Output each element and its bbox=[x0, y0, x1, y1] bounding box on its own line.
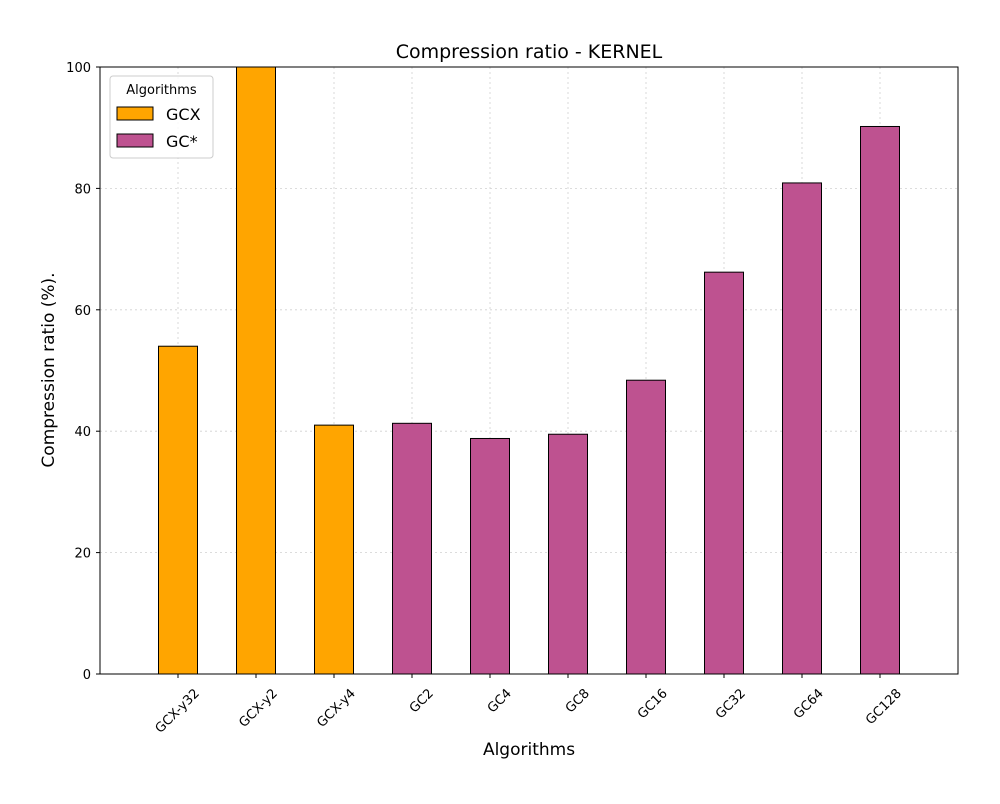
x-axis-label: Algorithms bbox=[483, 740, 575, 760]
y-tick-label: 80 bbox=[74, 182, 91, 197]
bar-gc16 bbox=[626, 379, 666, 675]
bar-gc128 bbox=[860, 125, 900, 675]
bar-gc32 bbox=[704, 271, 744, 675]
x-tick-label: GC8 bbox=[563, 686, 593, 716]
legend-label: GC* bbox=[166, 132, 198, 151]
x-axis: GCX-y32 GCX-y2 GCX-y4 GC2 GC4 GC8 GC16 GC32 GC64… bbox=[153, 674, 905, 737]
y-tick-label: 20 bbox=[74, 547, 91, 562]
x-tick-label: GCX-y4 bbox=[314, 686, 358, 730]
bar-gc64 bbox=[782, 182, 822, 675]
grid-lines bbox=[100, 66, 958, 675]
x-tick-label: GC16 bbox=[635, 686, 671, 722]
x-tick-label: GC4 bbox=[485, 686, 515, 716]
legend-label: GCX bbox=[166, 105, 201, 124]
x-tick-label: GC128 bbox=[863, 686, 905, 728]
y-axis: 0 20 40 60 80 100 bbox=[66, 61, 100, 683]
y-tick-label: 0 bbox=[83, 668, 91, 683]
bar-gc2 bbox=[392, 422, 432, 675]
bars bbox=[158, 66, 900, 675]
bar-gcx-y2 bbox=[236, 66, 276, 675]
x-tick-label: GC32 bbox=[713, 686, 749, 722]
legend-swatch bbox=[116, 133, 154, 148]
bar-gcx-y4 bbox=[314, 424, 354, 675]
legend-title: Algorithms bbox=[126, 83, 197, 98]
legend-swatch bbox=[116, 106, 154, 121]
legend: Algorithms GCX GC* bbox=[109, 75, 214, 159]
x-tick-label: GCX-y32 bbox=[153, 686, 203, 736]
y-axis-label: Compression ratio (%). bbox=[39, 272, 59, 467]
bar-gcx-y32 bbox=[158, 345, 198, 675]
chart-title: Compression ratio - KERNEL bbox=[396, 41, 663, 63]
x-tick-label: GC2 bbox=[407, 686, 437, 716]
x-tick-label: GCX-y2 bbox=[236, 686, 280, 730]
y-tick-label: 60 bbox=[74, 304, 91, 319]
bar-gc4 bbox=[470, 437, 510, 675]
y-tick-label: 40 bbox=[74, 425, 91, 440]
plot-frame bbox=[99, 66, 959, 675]
bar-gc8 bbox=[548, 433, 588, 675]
y-tick-label: 100 bbox=[66, 61, 91, 76]
x-tick-label: GC64 bbox=[791, 686, 827, 722]
